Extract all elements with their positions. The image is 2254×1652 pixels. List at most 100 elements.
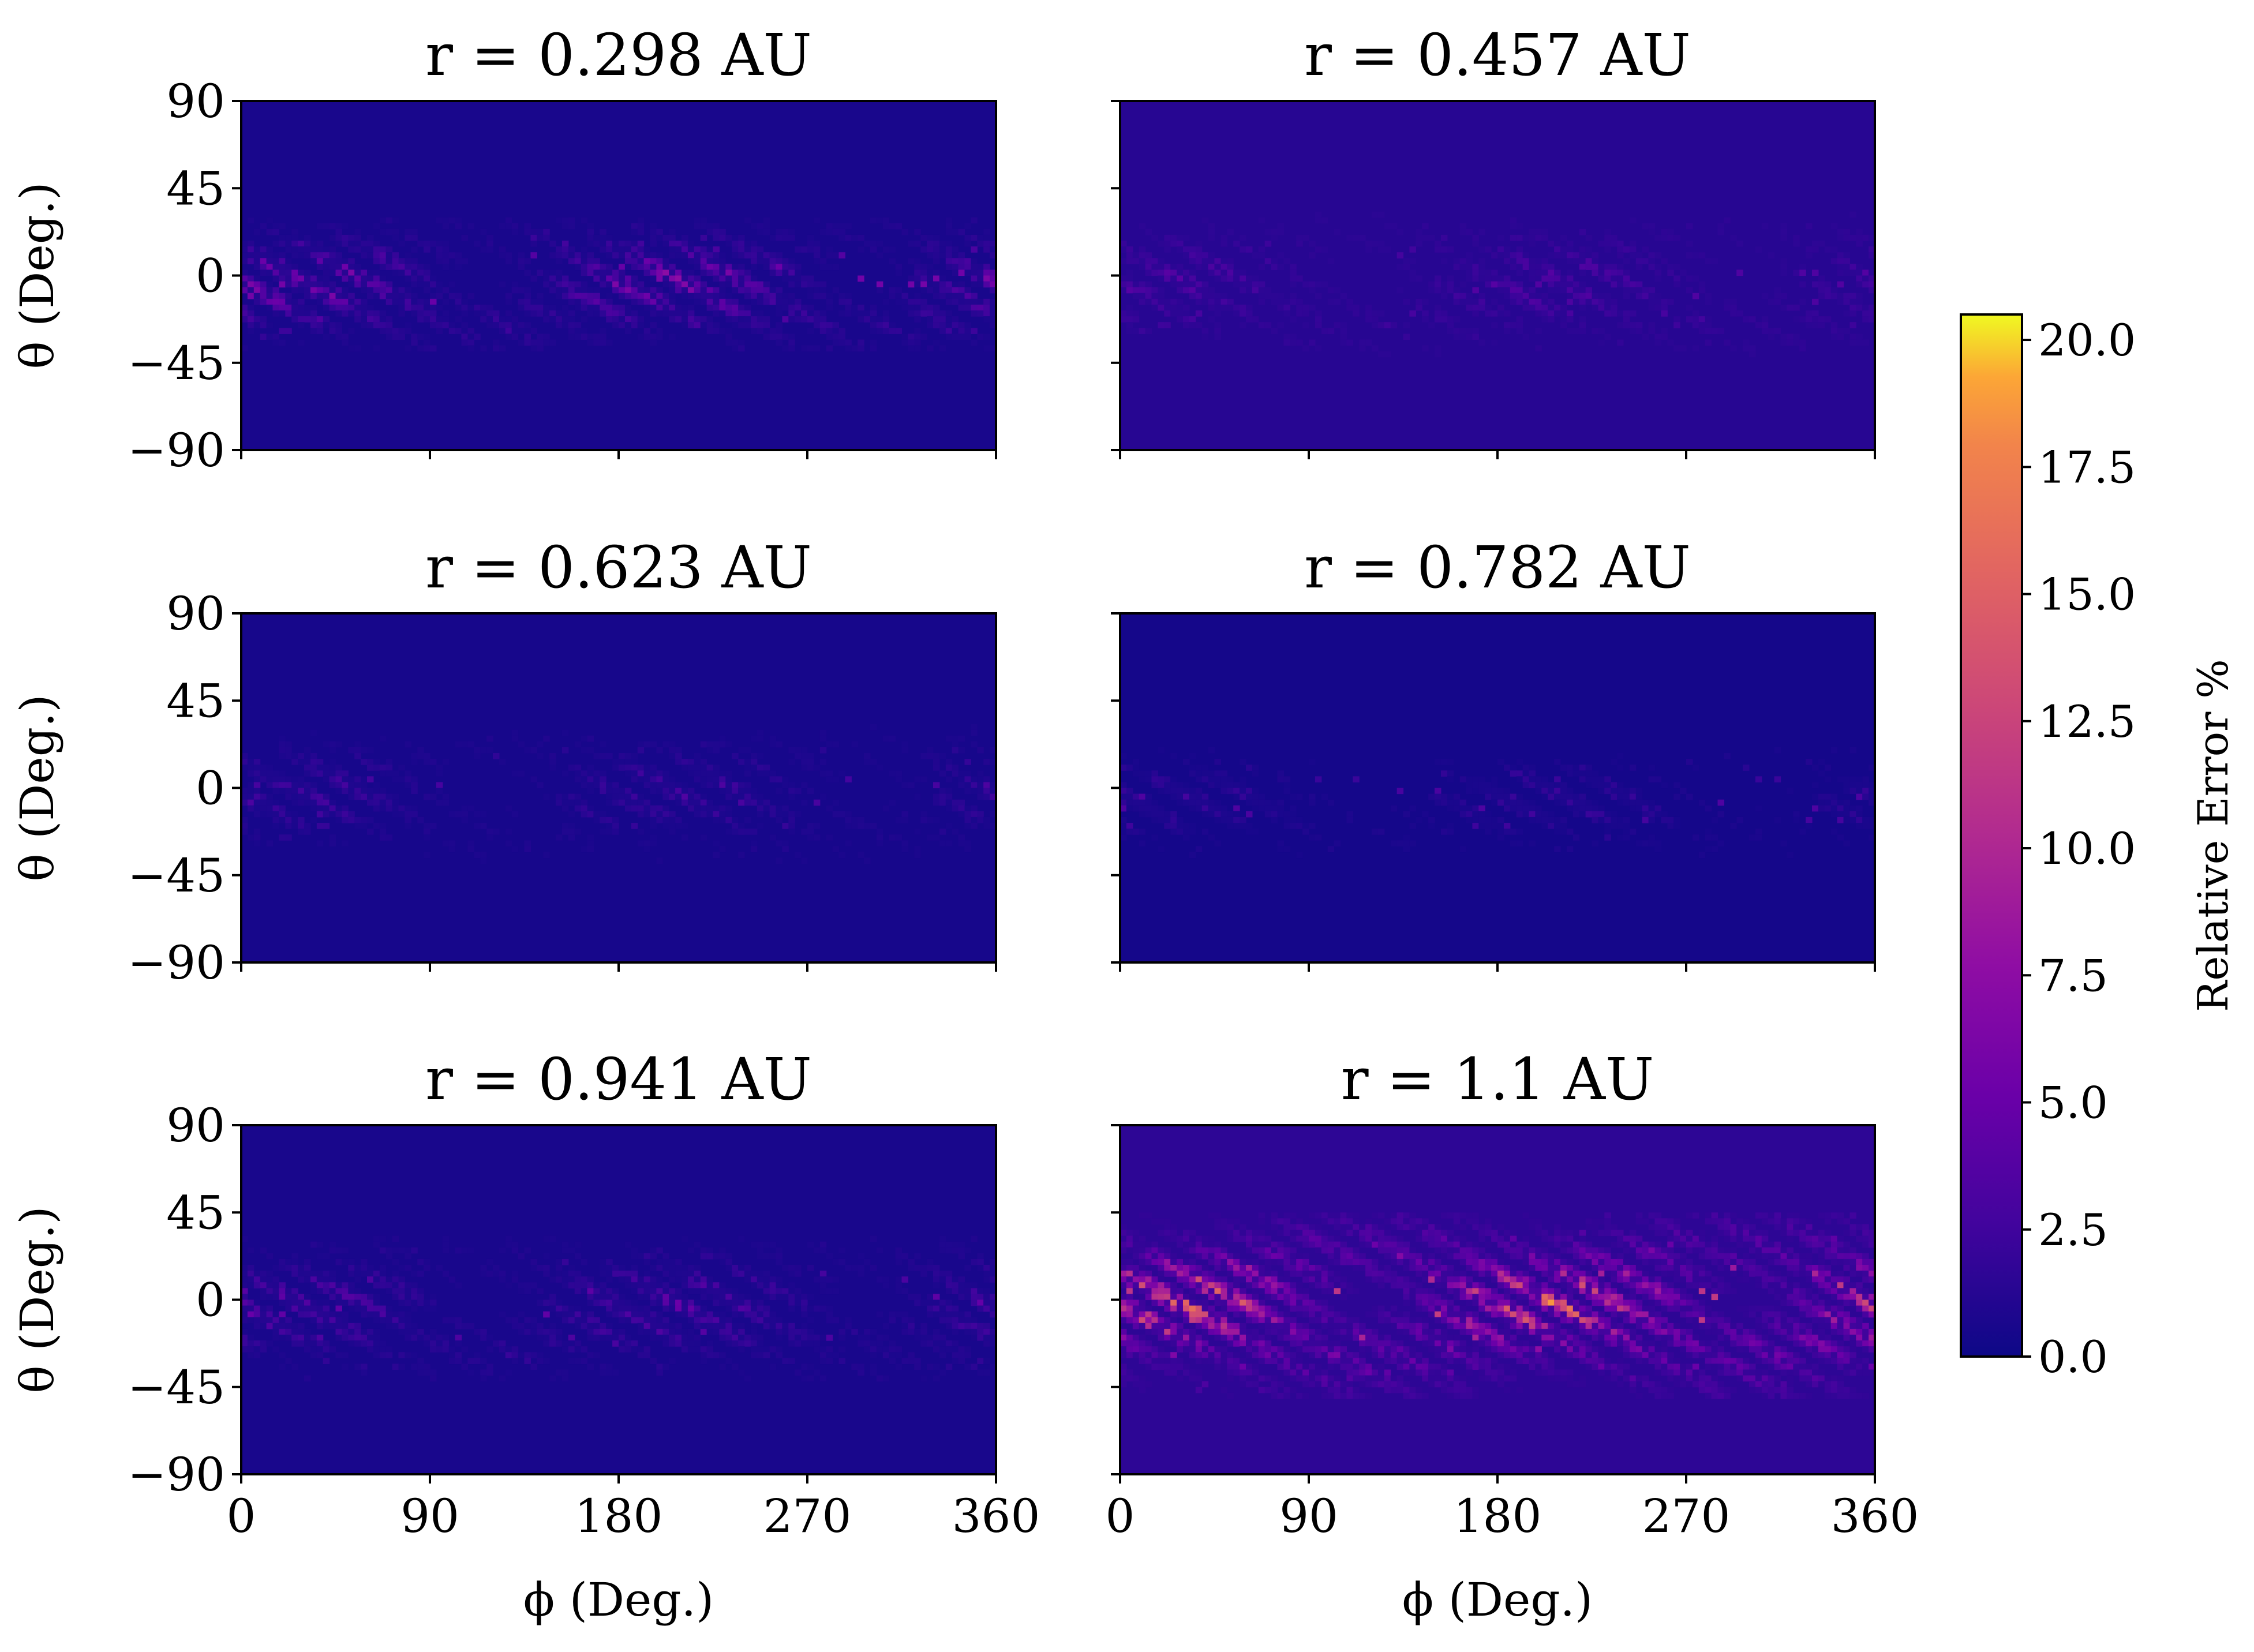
heatmap-cell	[945, 1346, 953, 1353]
heatmap-cell	[335, 304, 342, 311]
heatmap-cell	[587, 776, 594, 783]
heatmap-cell	[656, 816, 663, 823]
heatmap-cell	[1869, 793, 1875, 800]
heatmap-cell	[769, 334, 777, 340]
heatmap-cell	[776, 1294, 782, 1301]
heatmap-cell	[1264, 811, 1272, 818]
heatmap-cell	[467, 741, 474, 748]
heatmap-cell	[1353, 776, 1360, 783]
heatmap-cell	[1472, 816, 1479, 823]
heatmap-cell	[518, 252, 525, 259]
heatmap-cell	[411, 264, 418, 271]
heatmap-cell	[285, 234, 292, 241]
heatmap-cell	[1220, 811, 1227, 818]
heatmap-cell	[405, 1352, 411, 1358]
heatmap-cell	[763, 322, 770, 328]
heatmap-cell	[819, 1271, 827, 1277]
heatmap-cell	[556, 246, 563, 253]
heatmap-cell	[776, 1276, 782, 1283]
heatmap-cell	[795, 275, 802, 282]
heatmap-cell	[687, 1247, 695, 1254]
heatmap-cell	[895, 776, 903, 783]
heatmap-cell	[738, 852, 745, 859]
heatmap-cell	[1541, 816, 1548, 823]
heatmap-cell	[757, 252, 764, 259]
heatmap-cell	[1654, 811, 1661, 818]
heatmap-cell	[304, 1258, 311, 1265]
heatmap-cell	[1240, 322, 1246, 328]
heatmap-cell	[266, 1340, 274, 1347]
heatmap-cell	[983, 1340, 990, 1347]
heatmap-cell	[801, 747, 808, 754]
heatmap-cell	[694, 753, 701, 759]
heatmap-cell	[430, 1305, 437, 1312]
heatmap-cell	[1623, 269, 1630, 276]
heatmap-cell	[927, 1340, 934, 1347]
heatmap-cell	[1183, 304, 1190, 311]
heatmap-cell	[643, 776, 651, 783]
heatmap-cell	[958, 840, 965, 846]
heatmap-cell	[1642, 816, 1649, 823]
heatmap-cell	[1654, 805, 1661, 812]
heatmap-cell	[593, 1282, 600, 1288]
heatmap-cell	[1856, 782, 1863, 789]
heatmap-cell	[650, 1323, 657, 1329]
heatmap-cell	[291, 304, 298, 311]
heatmap-cell	[1592, 770, 1598, 777]
heatmap-cell	[971, 293, 978, 299]
heatmap-cell	[1377, 211, 1385, 218]
heatmap-cell	[1673, 264, 1680, 271]
heatmap-cell	[398, 1311, 405, 1318]
heatmap-cell	[367, 246, 374, 253]
heatmap-cell	[367, 1340, 374, 1347]
heatmap-cell	[643, 1288, 651, 1295]
heatmap-cell	[964, 1288, 971, 1295]
heatmap-cell	[1503, 829, 1511, 835]
heatmap-cell	[329, 1271, 336, 1277]
heatmap-cell	[1390, 223, 1398, 230]
heatmap-cell	[763, 1346, 770, 1353]
heatmap-cell	[348, 747, 355, 754]
heatmap-cell	[424, 287, 430, 294]
heatmap-cell	[795, 1271, 802, 1277]
heatmap-cell	[436, 765, 443, 771]
heatmap-cell	[971, 1328, 978, 1335]
heatmap-cell	[398, 304, 405, 311]
heatmap-cell	[990, 345, 997, 352]
heatmap-cell	[750, 258, 758, 264]
heatmap-cell	[1208, 264, 1215, 271]
heatmap-cell	[807, 304, 814, 311]
heatmap-cell	[1541, 264, 1548, 271]
heatmap-cell	[1837, 834, 1844, 841]
heatmap-cell	[1120, 816, 1127, 823]
heatmap-cell	[901, 816, 908, 823]
heatmap-cell	[1698, 322, 1706, 328]
heatmap-cell	[1321, 217, 1328, 224]
heatmap-cell	[1132, 805, 1140, 812]
heatmap-cell	[901, 293, 908, 299]
heatmap-cells	[241, 101, 997, 450]
heatmap-cell	[757, 281, 764, 288]
heatmap-cell	[291, 1271, 298, 1277]
heatmap-cell	[1195, 846, 1203, 853]
heatmap-cell	[788, 298, 795, 305]
heatmap-cell	[606, 293, 613, 299]
heatmap-cell	[1164, 788, 1171, 795]
heatmap-cell	[606, 1276, 613, 1283]
heatmap-cell	[348, 234, 355, 241]
heatmap-cell	[1730, 298, 1737, 305]
heatmap-cell	[826, 1317, 833, 1324]
heatmap-cell	[631, 1288, 638, 1295]
heatmap-cell	[367, 1294, 374, 1301]
heatmap-cell	[1220, 816, 1227, 823]
heatmap-cell	[561, 747, 569, 754]
heatmap-cell	[876, 1335, 883, 1341]
heatmap-cell	[436, 293, 443, 299]
heatmap-cell	[1472, 264, 1479, 271]
heatmap-cell	[1290, 298, 1297, 305]
heatmap-cell	[719, 788, 726, 795]
heatmap-cell	[1315, 246, 1322, 253]
heatmap-cell	[367, 310, 374, 317]
heatmap-cell	[272, 304, 279, 311]
heatmap-cell	[279, 1258, 286, 1265]
